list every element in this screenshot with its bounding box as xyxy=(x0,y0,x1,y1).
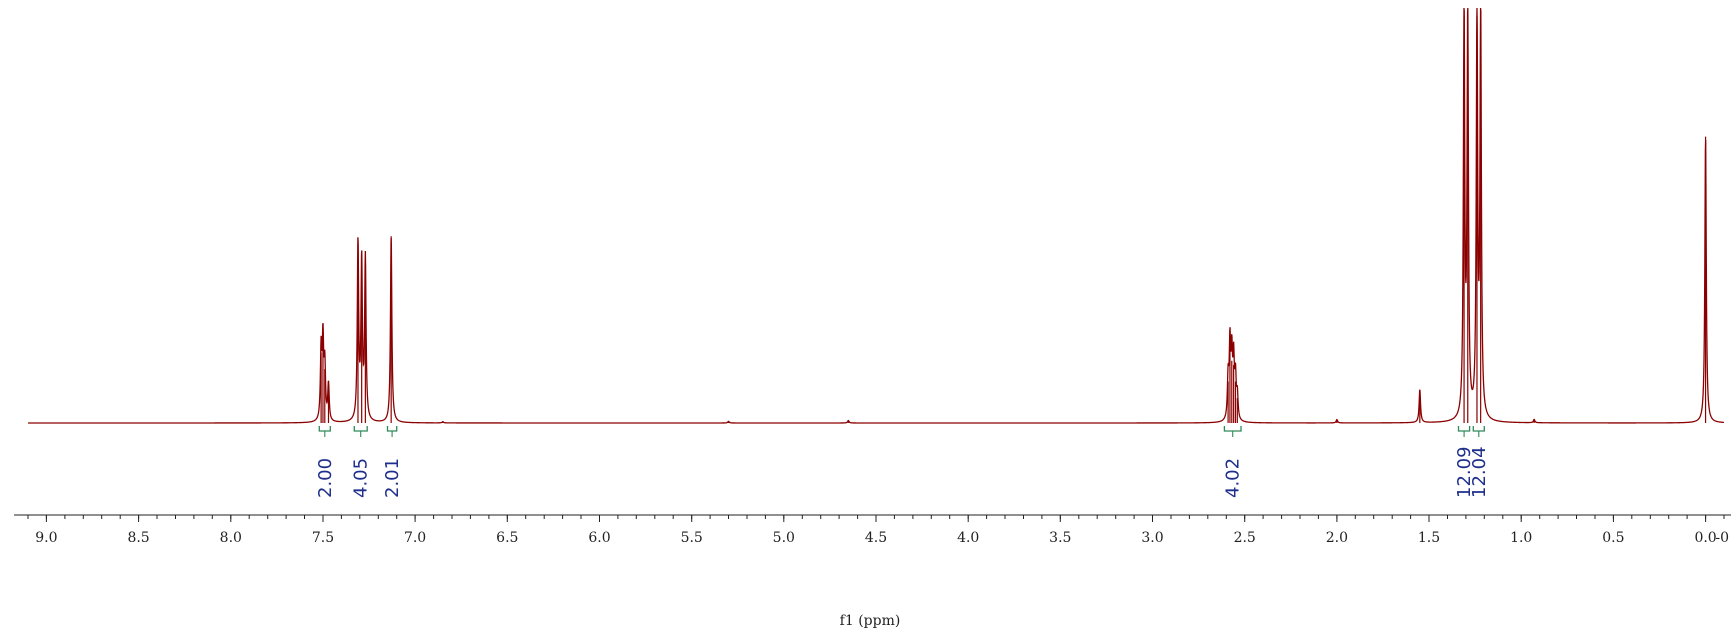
tick-label-4: 7.0 xyxy=(404,530,426,546)
tick-label-15: 1.5 xyxy=(1418,530,1440,546)
integral-5: 12.04 xyxy=(1469,426,1490,498)
integral-bracket-3 xyxy=(1223,426,1242,432)
tick-label-5: 6.5 xyxy=(496,530,518,546)
x-axis: 9.0 8.5 8.0 7.5 7.0 6.5 6.0 5.5 5.0 4.5 4.0 3.5 3.0 2… xyxy=(14,514,1731,546)
integral-label-4: 12.09 xyxy=(1454,446,1475,498)
tick-label-7: 5.5 xyxy=(681,530,703,546)
integral-label-0: 2.00 xyxy=(315,458,336,498)
tick-label-16: 1.0 xyxy=(1510,530,1532,546)
integral-bracket-0 xyxy=(318,426,331,432)
spectrum-trace xyxy=(28,7,1724,424)
tick-label-1: 8.5 xyxy=(127,530,149,546)
tick-label-9: 4.5 xyxy=(865,530,887,546)
integral-bracket-2 xyxy=(386,426,398,432)
integral-bracket-1 xyxy=(353,426,368,432)
tick-label-19: -0 xyxy=(1715,530,1729,546)
tick-label-2: 8.0 xyxy=(220,530,242,546)
integral-label-3: 4.02 xyxy=(1223,458,1244,498)
tick-label-13: 2.5 xyxy=(1234,530,1256,546)
tick-label-0: 9.0 xyxy=(35,530,57,546)
integral-label-5: 12.04 xyxy=(1469,446,1490,498)
tick-label-12: 3.0 xyxy=(1141,530,1163,546)
integral-label-1: 4.05 xyxy=(351,458,372,498)
integral-bracket-5 xyxy=(1472,426,1485,432)
tick-label-17: 0.5 xyxy=(1602,530,1624,546)
integral-0: 2.00 xyxy=(315,426,336,498)
integral-bracket-4 xyxy=(1457,426,1471,432)
spectrum-layer xyxy=(28,7,1724,424)
tick-label-18: 0.0 xyxy=(1694,530,1716,546)
tick-label-3: 7.5 xyxy=(312,530,334,546)
integral-4: 12.09 xyxy=(1454,426,1475,498)
tick-label-14: 2.0 xyxy=(1326,530,1348,546)
tick-label-11: 3.5 xyxy=(1049,530,1071,546)
tick-label-6: 6.0 xyxy=(588,530,610,546)
integral-1: 4.05 xyxy=(351,426,372,498)
tick-label-10: 4.0 xyxy=(957,530,979,546)
integral-3: 4.02 xyxy=(1223,426,1244,498)
integral-2: 2.01 xyxy=(382,426,403,498)
x-axis-title: f1 (ppm) xyxy=(840,613,901,629)
integral-label-2: 2.01 xyxy=(382,458,403,498)
tick-label-8: 5.0 xyxy=(773,530,795,546)
